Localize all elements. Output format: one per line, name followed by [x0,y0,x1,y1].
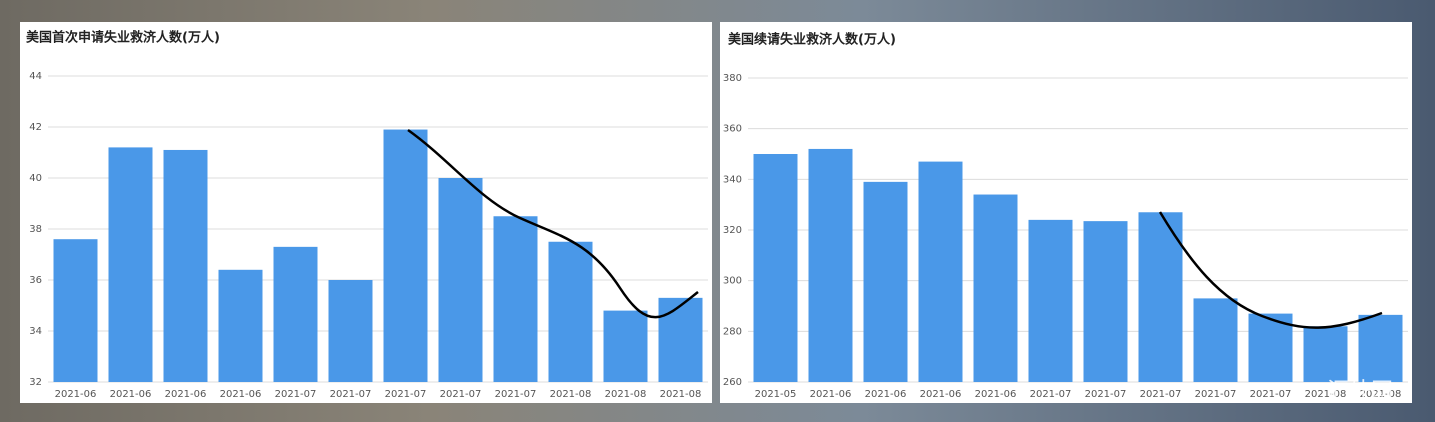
x-tick-label: 2021-07 [385,389,427,400]
y-tick-label: 40 [29,173,42,184]
bar [108,147,153,382]
y-tick-label: 260 [723,377,742,388]
x-tick-label: 2021-07 [440,389,482,400]
y-tick-label: 340 [723,174,742,185]
bar [1358,314,1403,382]
bar [603,310,648,382]
x-tick-label: 2021-08 [660,389,702,400]
bar [273,246,318,382]
chart-title: 美国首次申请失业救济人数(万人) [26,30,220,46]
bar [1193,298,1238,382]
x-tick-label: 2021-07 [1140,389,1182,400]
watermark: 汇外网 [1327,379,1393,404]
bar [1083,221,1128,382]
bar [753,154,798,382]
y-tick-label: 32 [29,377,42,388]
x-tick-label: 2021-06 [975,389,1017,400]
x-tick-label: 2021-07 [495,389,537,400]
y-tick-label: 360 [723,124,742,135]
bar [53,239,98,382]
y-tick-label: 36 [29,275,42,286]
x-tick-label: 2021-07 [330,389,372,400]
y-tick-label: 42 [29,122,42,133]
bar [1028,219,1073,382]
x-tick-label: 2021-07 [275,389,317,400]
x-tick-label: 2021-08 [550,389,592,400]
x-tick-label: 2021-06 [920,389,962,400]
x-tick-label: 2021-06 [220,389,262,400]
bar [658,297,703,382]
bar [1248,313,1293,382]
x-tick-label: 2021-06 [55,389,97,400]
y-tick-label: 320 [723,225,742,236]
x-tick-label: 2021-06 [165,389,207,400]
x-tick-label: 2021-08 [1360,389,1402,400]
bar [163,149,208,382]
y-tick-label: 44 [29,71,42,82]
x-tick-label: 2021-05 [755,389,797,400]
bar [328,280,373,382]
x-tick-label: 2021-08 [1305,389,1347,400]
x-tick-label: 2021-06 [110,389,152,400]
y-tick-label: 380 [723,73,742,84]
hand-drawn-trend [407,128,699,319]
x-tick-label: 2021-07 [1195,389,1237,400]
hand-drawn-trend [1158,211,1383,329]
bar [863,181,908,382]
chart-title: 美国续请失业救济人数(万人) [728,32,896,48]
bar [1138,212,1183,382]
bar [918,161,963,382]
bar [493,216,538,382]
x-tick-label: 2021-06 [810,389,852,400]
bar [218,269,263,382]
bar [808,148,853,382]
bar [383,129,428,382]
y-tick-label: 34 [29,326,42,337]
x-tick-label: 2021-07 [1030,389,1072,400]
x-tick-label: 2021-07 [1085,389,1127,400]
bar [548,241,593,382]
bar [438,178,483,382]
y-tick-label: 280 [723,326,742,337]
bar [1303,326,1348,382]
y-tick-label: 38 [29,224,42,235]
x-tick-label: 2021-07 [1250,389,1292,400]
x-tick-label: 2021-08 [605,389,647,400]
y-tick-label: 300 [723,276,742,287]
x-tick-label: 2021-06 [865,389,907,400]
bar [973,194,1018,382]
